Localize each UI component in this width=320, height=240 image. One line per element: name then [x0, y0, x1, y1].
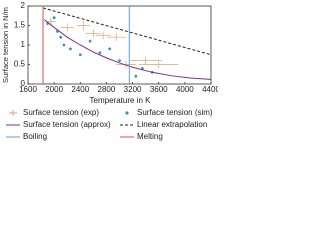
sim-point [118, 59, 121, 62]
y-tick-label: 0.5 [14, 60, 26, 69]
x-tick-label: 3600 [150, 85, 168, 94]
y-axis-label: Surface tension in N/m [1, 7, 10, 83]
approx-line [44, 19, 212, 80]
y-tick-label: 2 [21, 1, 26, 10]
legend-label: Boiling [23, 132, 47, 141]
legend-label: Surface tension (exp) [23, 108, 99, 117]
x-tick-label: 1600 [19, 85, 37, 94]
sim-point [108, 47, 112, 51]
sim-point [88, 39, 92, 43]
legend-label: Melting [137, 132, 163, 141]
y-tick-label: 0 [21, 79, 26, 88]
y-tick-label: 1 [21, 40, 26, 49]
legend-label: Linear extrapolation [137, 120, 207, 129]
sim-point [134, 74, 138, 78]
x-tick-label: 3200 [124, 85, 142, 94]
legend-label: Surface tension (approx) [23, 120, 111, 129]
legend-marker [125, 111, 129, 115]
x-axis-label: Temperature in K [90, 96, 152, 105]
sim-point [52, 16, 56, 20]
x-tick-label: 2000 [45, 85, 63, 94]
x-tick-label: 2400 [71, 85, 89, 94]
chart: Surface tension in N/m Temperature in K … [1, 1, 218, 141]
legend-label: Surface tension (sim) [137, 108, 213, 117]
sim-point [78, 53, 82, 57]
sim-point [69, 47, 72, 51]
x-tick-label: 4000 [176, 85, 194, 94]
sim-point [59, 35, 63, 39]
x-tick-label: 2800 [98, 85, 116, 94]
extrapolation-line [42, 7, 212, 56]
sim-point [98, 51, 102, 55]
x-tick-label: 4400 [202, 85, 218, 94]
sim-point [62, 43, 66, 47]
y-tick-label: 1.5 [14, 21, 26, 30]
